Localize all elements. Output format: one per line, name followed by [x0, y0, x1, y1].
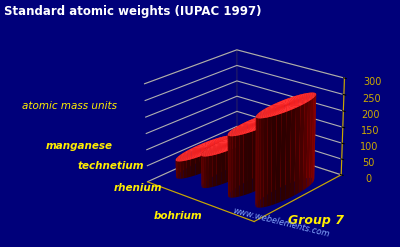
Text: manganese: manganese	[46, 142, 113, 151]
Text: Standard atomic weights (IUPAC 1997): Standard atomic weights (IUPAC 1997)	[4, 5, 262, 18]
Text: bohrium: bohrium	[154, 211, 203, 221]
Text: rhenium: rhenium	[114, 184, 162, 193]
Text: atomic mass units: atomic mass units	[22, 101, 117, 111]
Text: technetium: technetium	[78, 161, 144, 171]
Text: www.webelements.com: www.webelements.com	[232, 206, 331, 239]
Text: Group 7: Group 7	[288, 214, 344, 226]
